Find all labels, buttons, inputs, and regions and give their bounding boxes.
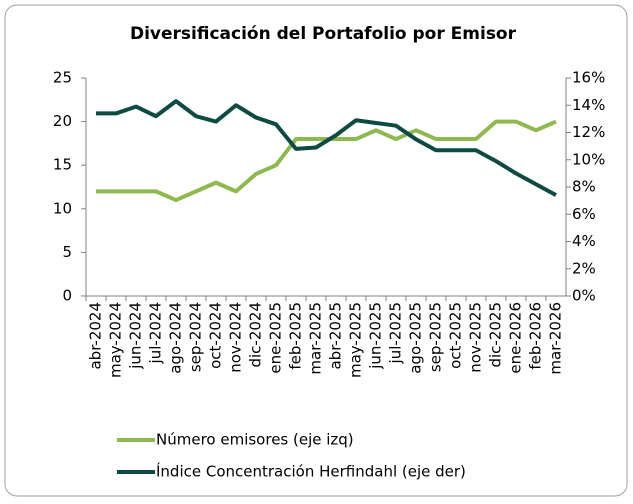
- x-tick-label: ene-2026: [507, 302, 525, 374]
- y-tick-label: 15: [53, 156, 72, 174]
- x-tick-label: dic-2024: [247, 302, 265, 368]
- chart-title: Diversificación del Portafolio por Emiso…: [130, 24, 517, 44]
- y2-tick-label: 12%: [572, 123, 605, 141]
- y2-tick-label: 8%: [572, 178, 596, 196]
- x-tick-label: jun-2024: [127, 302, 145, 370]
- y2-tick-label: 16%: [572, 69, 605, 87]
- x-tick-label: mar-2025: [307, 302, 325, 375]
- x-tick-label: ago-2024: [167, 302, 185, 374]
- x-tick-label: may-2024: [107, 302, 125, 378]
- x-tick-label: abr-2025: [327, 302, 345, 370]
- x-tick-label: jul-2025: [387, 302, 405, 364]
- x-tick-label: ago-2025: [407, 302, 425, 374]
- y-tick-label: 5: [62, 243, 72, 261]
- x-tick-label: nov-2024: [227, 302, 245, 373]
- y2-tick-label: 2%: [572, 259, 596, 277]
- x-tick-label: abr-2024: [87, 302, 105, 370]
- y2-tick-label: 6%: [572, 205, 596, 223]
- y2-tick-label: 4%: [572, 232, 596, 250]
- x-tick-label: sep-2025: [427, 302, 445, 372]
- x-tick-label: jun-2025: [367, 302, 385, 370]
- x-tick-label: oct-2025: [447, 302, 465, 369]
- y-tick-label: 25: [53, 69, 72, 87]
- x-tick-label: oct-2024: [207, 302, 225, 369]
- y-tick-label: 10: [53, 199, 72, 217]
- x-tick-label: feb-2025: [287, 302, 305, 370]
- y2-tick-label: 0%: [572, 287, 596, 305]
- chart-frame: [4, 4, 628, 497]
- legend-label: Número emisores (eje izq): [156, 431, 354, 449]
- x-tick-label: dic-2025: [487, 302, 505, 368]
- x-tick-label: feb-2026: [527, 302, 545, 370]
- x-tick-label: sep-2024: [187, 302, 205, 372]
- x-tick-label: may-2025: [347, 302, 365, 378]
- series-line: [96, 99, 557, 197]
- x-tick-label: nov-2025: [467, 302, 485, 373]
- x-tick-label: jul-2024: [147, 302, 165, 364]
- y2-tick-label: 10%: [572, 150, 605, 168]
- y2-tick-label: 14%: [572, 96, 605, 114]
- y-tick-label: 20: [53, 112, 72, 130]
- x-tick-label: ene-2025: [267, 302, 285, 374]
- x-tick-label: mar-2026: [547, 302, 565, 375]
- y-tick-label: 0: [62, 287, 72, 305]
- legend-label: Índice Concentración Herfindahl (eje der…: [156, 462, 466, 481]
